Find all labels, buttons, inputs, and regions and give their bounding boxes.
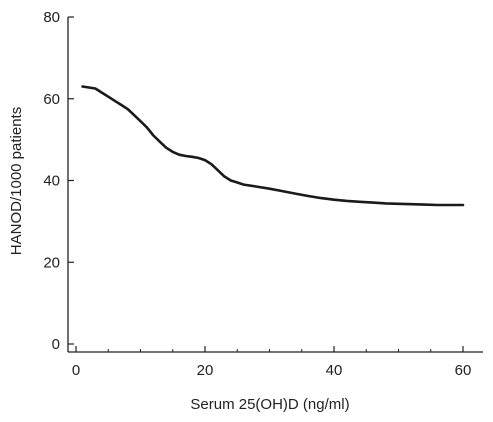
x-axis-title: Serum 25(OH)D (ng/ml) [190,396,349,413]
y-tick-label: 0 [52,336,60,353]
y-tick-label: 60 [43,91,60,108]
series [81,85,465,207]
y-axis-title: HANOD/1000 patients [8,107,25,255]
y-tick-label: 80 [43,9,60,26]
ticks: 0 20 40 60 80 0 20 40 60 [43,9,471,379]
series-line [81,85,465,207]
x-tick-label: 0 [72,362,80,379]
axes [67,17,483,353]
x-tick-label: 60 [455,362,472,379]
x-tick-label: 40 [326,362,343,379]
x-tick-label: 20 [197,362,214,379]
y-tick-label: 20 [43,254,60,271]
y-tick-label: 40 [43,173,60,190]
